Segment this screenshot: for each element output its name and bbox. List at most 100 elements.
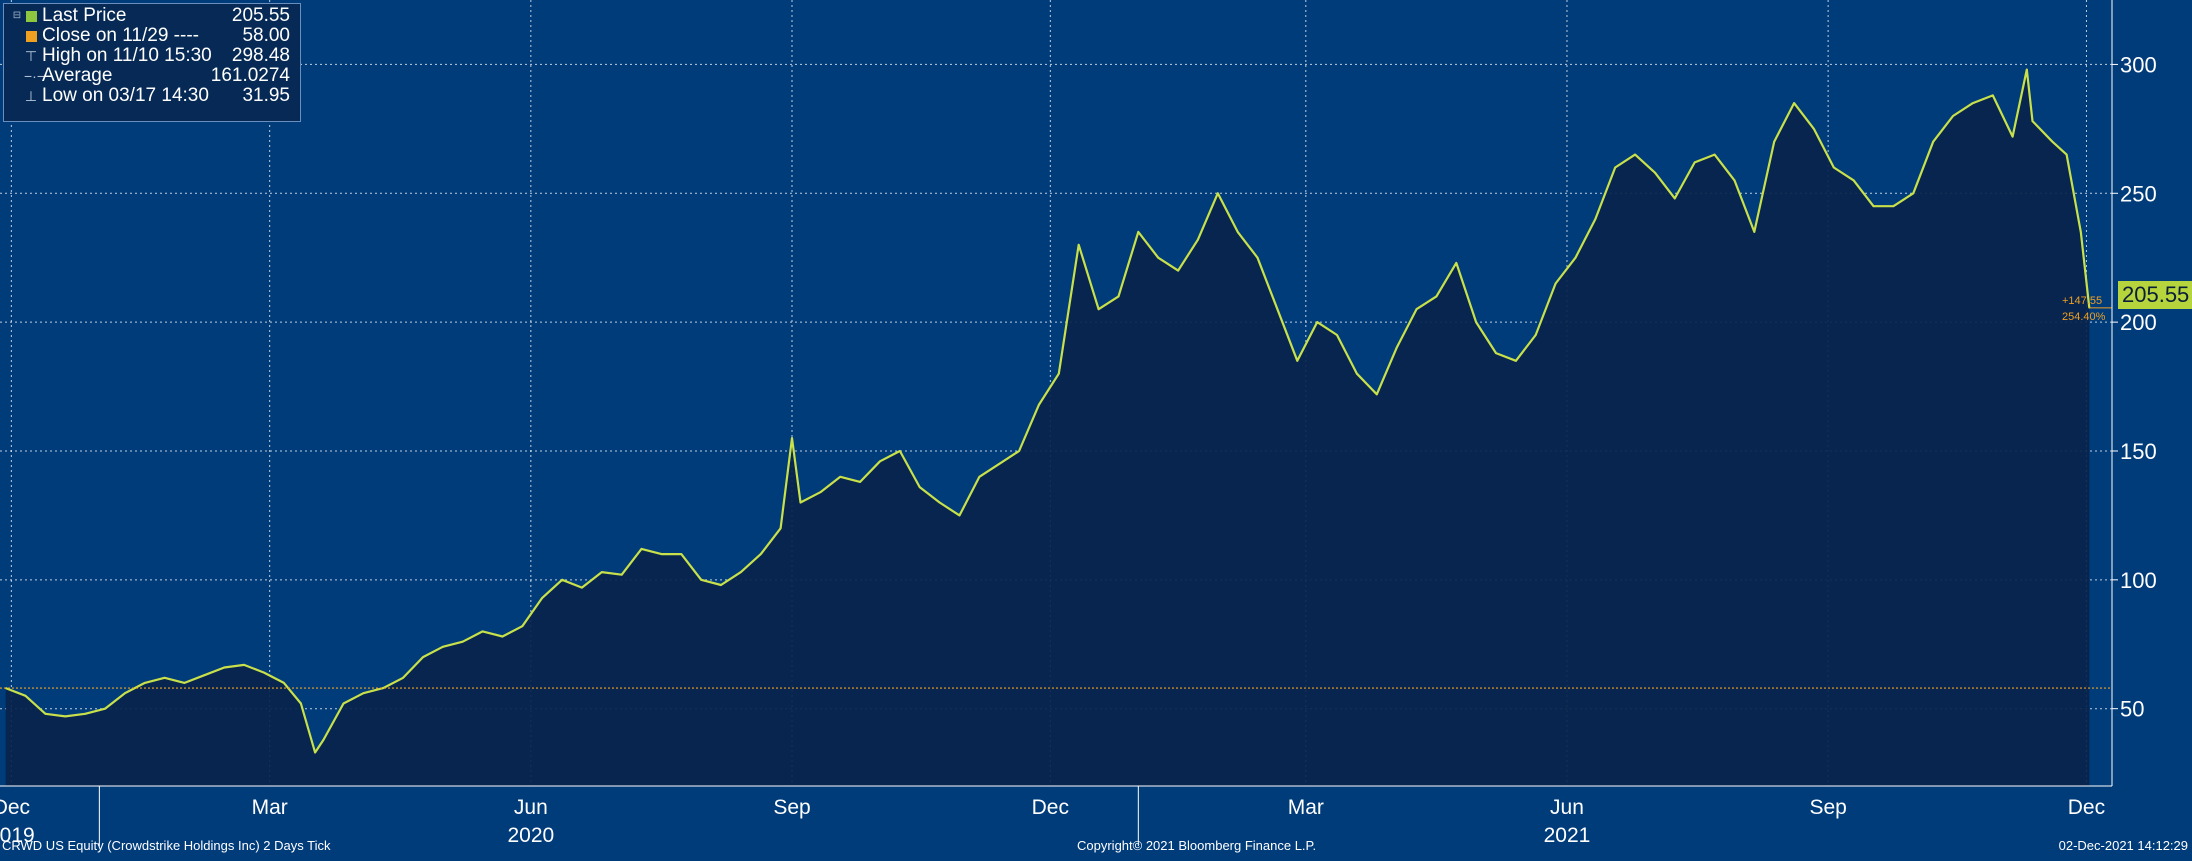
- price-point: [481, 630, 484, 633]
- reference-line-layer: [0, 307, 2112, 689]
- price-point: [1892, 205, 1895, 208]
- legend-value: 161.0274: [210, 65, 290, 86]
- axis-layer: 50 100 150 200 250 300 Dec Mar Jun Sep Dec Mar Jun Se…: [0, 0, 2157, 847]
- price-point: [1375, 393, 1378, 396]
- price-point: [978, 475, 981, 478]
- price-point: [660, 553, 663, 555]
- price-point: [1972, 102, 1974, 104]
- average-marker-icon: −·−: [24, 68, 46, 84]
- price-point: [1515, 359, 1517, 362]
- price-point: [779, 527, 782, 530]
- price-point: [581, 586, 583, 589]
- x-tick-label: Mar: [1288, 796, 1324, 819]
- change-percent: 254.40%: [2062, 311, 2106, 323]
- legend-value: 298.48: [231, 45, 290, 66]
- price-point: [24, 694, 27, 697]
- price-point: [322, 738, 325, 741]
- price-point: [1455, 262, 1458, 264]
- price-point: [143, 682, 146, 684]
- change-absolute: +147.55: [2062, 295, 2103, 307]
- collapse-icon[interactable]: ⊟: [12, 10, 22, 21]
- price-point: [879, 460, 881, 463]
- close-swatch: [26, 31, 37, 42]
- legend-value: 58.00: [242, 25, 290, 46]
- price-point: [839, 475, 842, 478]
- legend-value: 205.55: [231, 5, 290, 26]
- price-point: [1594, 218, 1597, 220]
- last-price-swatch: [26, 11, 37, 22]
- price-point: [1435, 295, 1438, 298]
- price-point: [1952, 115, 1954, 117]
- price-point: [2051, 140, 2054, 143]
- price-area: [5, 69, 2090, 787]
- price-point: [461, 640, 464, 643]
- price-point: [1316, 321, 1319, 323]
- legend-row-average: −·− Average 161.0274: [10, 66, 296, 86]
- y-tick-label: 300: [2120, 52, 2157, 77]
- price-point: [859, 481, 861, 483]
- price-point: [740, 571, 742, 573]
- price-point: [300, 702, 302, 705]
- price-point: [2031, 120, 2034, 122]
- price-point: [1276, 308, 1279, 311]
- price-point: [1793, 102, 1795, 104]
- price-point: [1296, 359, 1299, 362]
- price-point: [1534, 334, 1537, 336]
- price-point: [1415, 308, 1418, 311]
- x-tick-label: Sep: [773, 796, 810, 819]
- x-tick-label: Jun: [514, 796, 548, 819]
- price-point: [382, 687, 385, 689]
- price-point: [1852, 179, 1855, 182]
- price-point: [541, 597, 544, 599]
- price-point: [1038, 403, 1040, 406]
- price-point: [1177, 269, 1179, 272]
- price-point: [938, 501, 941, 504]
- price-point: [2011, 135, 2014, 138]
- price-point: [1495, 352, 1497, 354]
- price-point: [314, 751, 316, 754]
- price-point: [819, 491, 822, 494]
- price-point: [263, 671, 265, 674]
- last-price-tag: 205.55: [2118, 281, 2192, 309]
- price-point: [402, 676, 404, 679]
- price-point: [1336, 334, 1338, 336]
- price-point: [899, 450, 901, 452]
- price-point: [1356, 372, 1358, 375]
- price-point: [1077, 243, 1080, 246]
- price-point: [1713, 153, 1716, 156]
- price-point: [1097, 308, 1100, 311]
- price-point: [759, 553, 762, 555]
- price-point: [2065, 153, 2068, 156]
- price-point: [1654, 171, 1656, 174]
- price-point: [791, 437, 793, 439]
- price-point: [1673, 197, 1676, 200]
- price-point: [1475, 321, 1477, 323]
- y-tick-label: 200: [2120, 310, 2157, 335]
- legend-label: Low on 03/17 14:30: [42, 85, 209, 106]
- low-marker-icon: ⊥: [24, 88, 38, 104]
- price-point: [1057, 372, 1060, 375]
- price-point: [44, 712, 47, 715]
- price-point: [600, 571, 603, 573]
- y-tick-label: 150: [2120, 439, 2157, 464]
- price-point: [104, 707, 106, 710]
- legend-row-low: ⊥ Low on 03/17 14:30 31.95: [10, 86, 296, 106]
- legend-label: High on 11/10 15:30: [42, 45, 212, 66]
- price-point: [1137, 231, 1140, 233]
- price-point: [1912, 192, 1915, 195]
- price-point: [1117, 295, 1120, 298]
- copyright: Copyright© 2021 Bloomberg Finance L.P.: [1077, 838, 1317, 853]
- legend-label: Close on 11/29 ----: [42, 25, 199, 46]
- legend: ⊟ Last Price 205.55 Close on 11/29 ---- …: [3, 3, 301, 122]
- y-tick-label: 100: [2120, 568, 2157, 593]
- legend-row-close: Close on 11/29 ---- 58.00: [10, 26, 296, 46]
- price-point: [1236, 231, 1239, 233]
- price-point: [1395, 347, 1398, 349]
- price-point: [1197, 238, 1199, 241]
- price-point: [1932, 140, 1935, 143]
- price-point: [620, 573, 623, 576]
- price-point: [501, 635, 504, 638]
- price-point: [720, 584, 722, 586]
- price-point: [1634, 153, 1636, 156]
